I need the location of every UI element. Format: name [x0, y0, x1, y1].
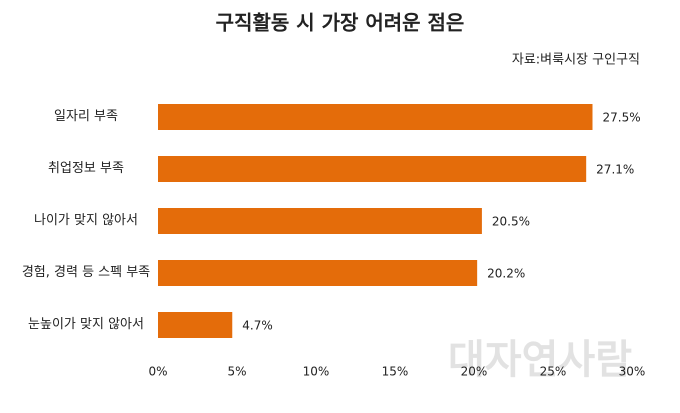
value-label: 4.7% [242, 319, 273, 333]
y-tick-label: 경험, 경력 등 스펙 부족 [21, 265, 151, 280]
value-label: 20.5% [492, 215, 530, 229]
chart-subtitle: 자료:벼룩시장 구인구직 [512, 53, 640, 68]
x-tick-label: 0% [148, 365, 167, 379]
y-tick-label: 취업정보 부족 [48, 161, 124, 176]
x-tick-label: 5% [227, 365, 246, 379]
value-label: 27.1% [596, 163, 634, 177]
x-tick-label: 15% [382, 365, 409, 379]
x-tick-label: 25% [540, 365, 567, 379]
x-tick-label: 30% [619, 365, 646, 379]
x-tick-label: 10% [303, 365, 330, 379]
value-label: 27.5% [603, 111, 641, 125]
chart-title: 구직활동 시 가장 어려운 점은 [216, 11, 465, 35]
x-tick-label: 20% [461, 365, 488, 379]
bar [158, 260, 478, 286]
y-tick-label: 눈높이가 맞지 않아서 [28, 317, 144, 332]
y-tick-label: 나이가 맞지 않아서 [34, 213, 138, 228]
bar [158, 104, 593, 130]
bar [158, 208, 482, 234]
bar [158, 312, 233, 338]
y-tick-label: 일자리 부족 [54, 109, 118, 124]
bar [158, 156, 587, 182]
watermark: 대자연사람 [448, 337, 632, 383]
value-label: 20.2% [487, 267, 525, 281]
